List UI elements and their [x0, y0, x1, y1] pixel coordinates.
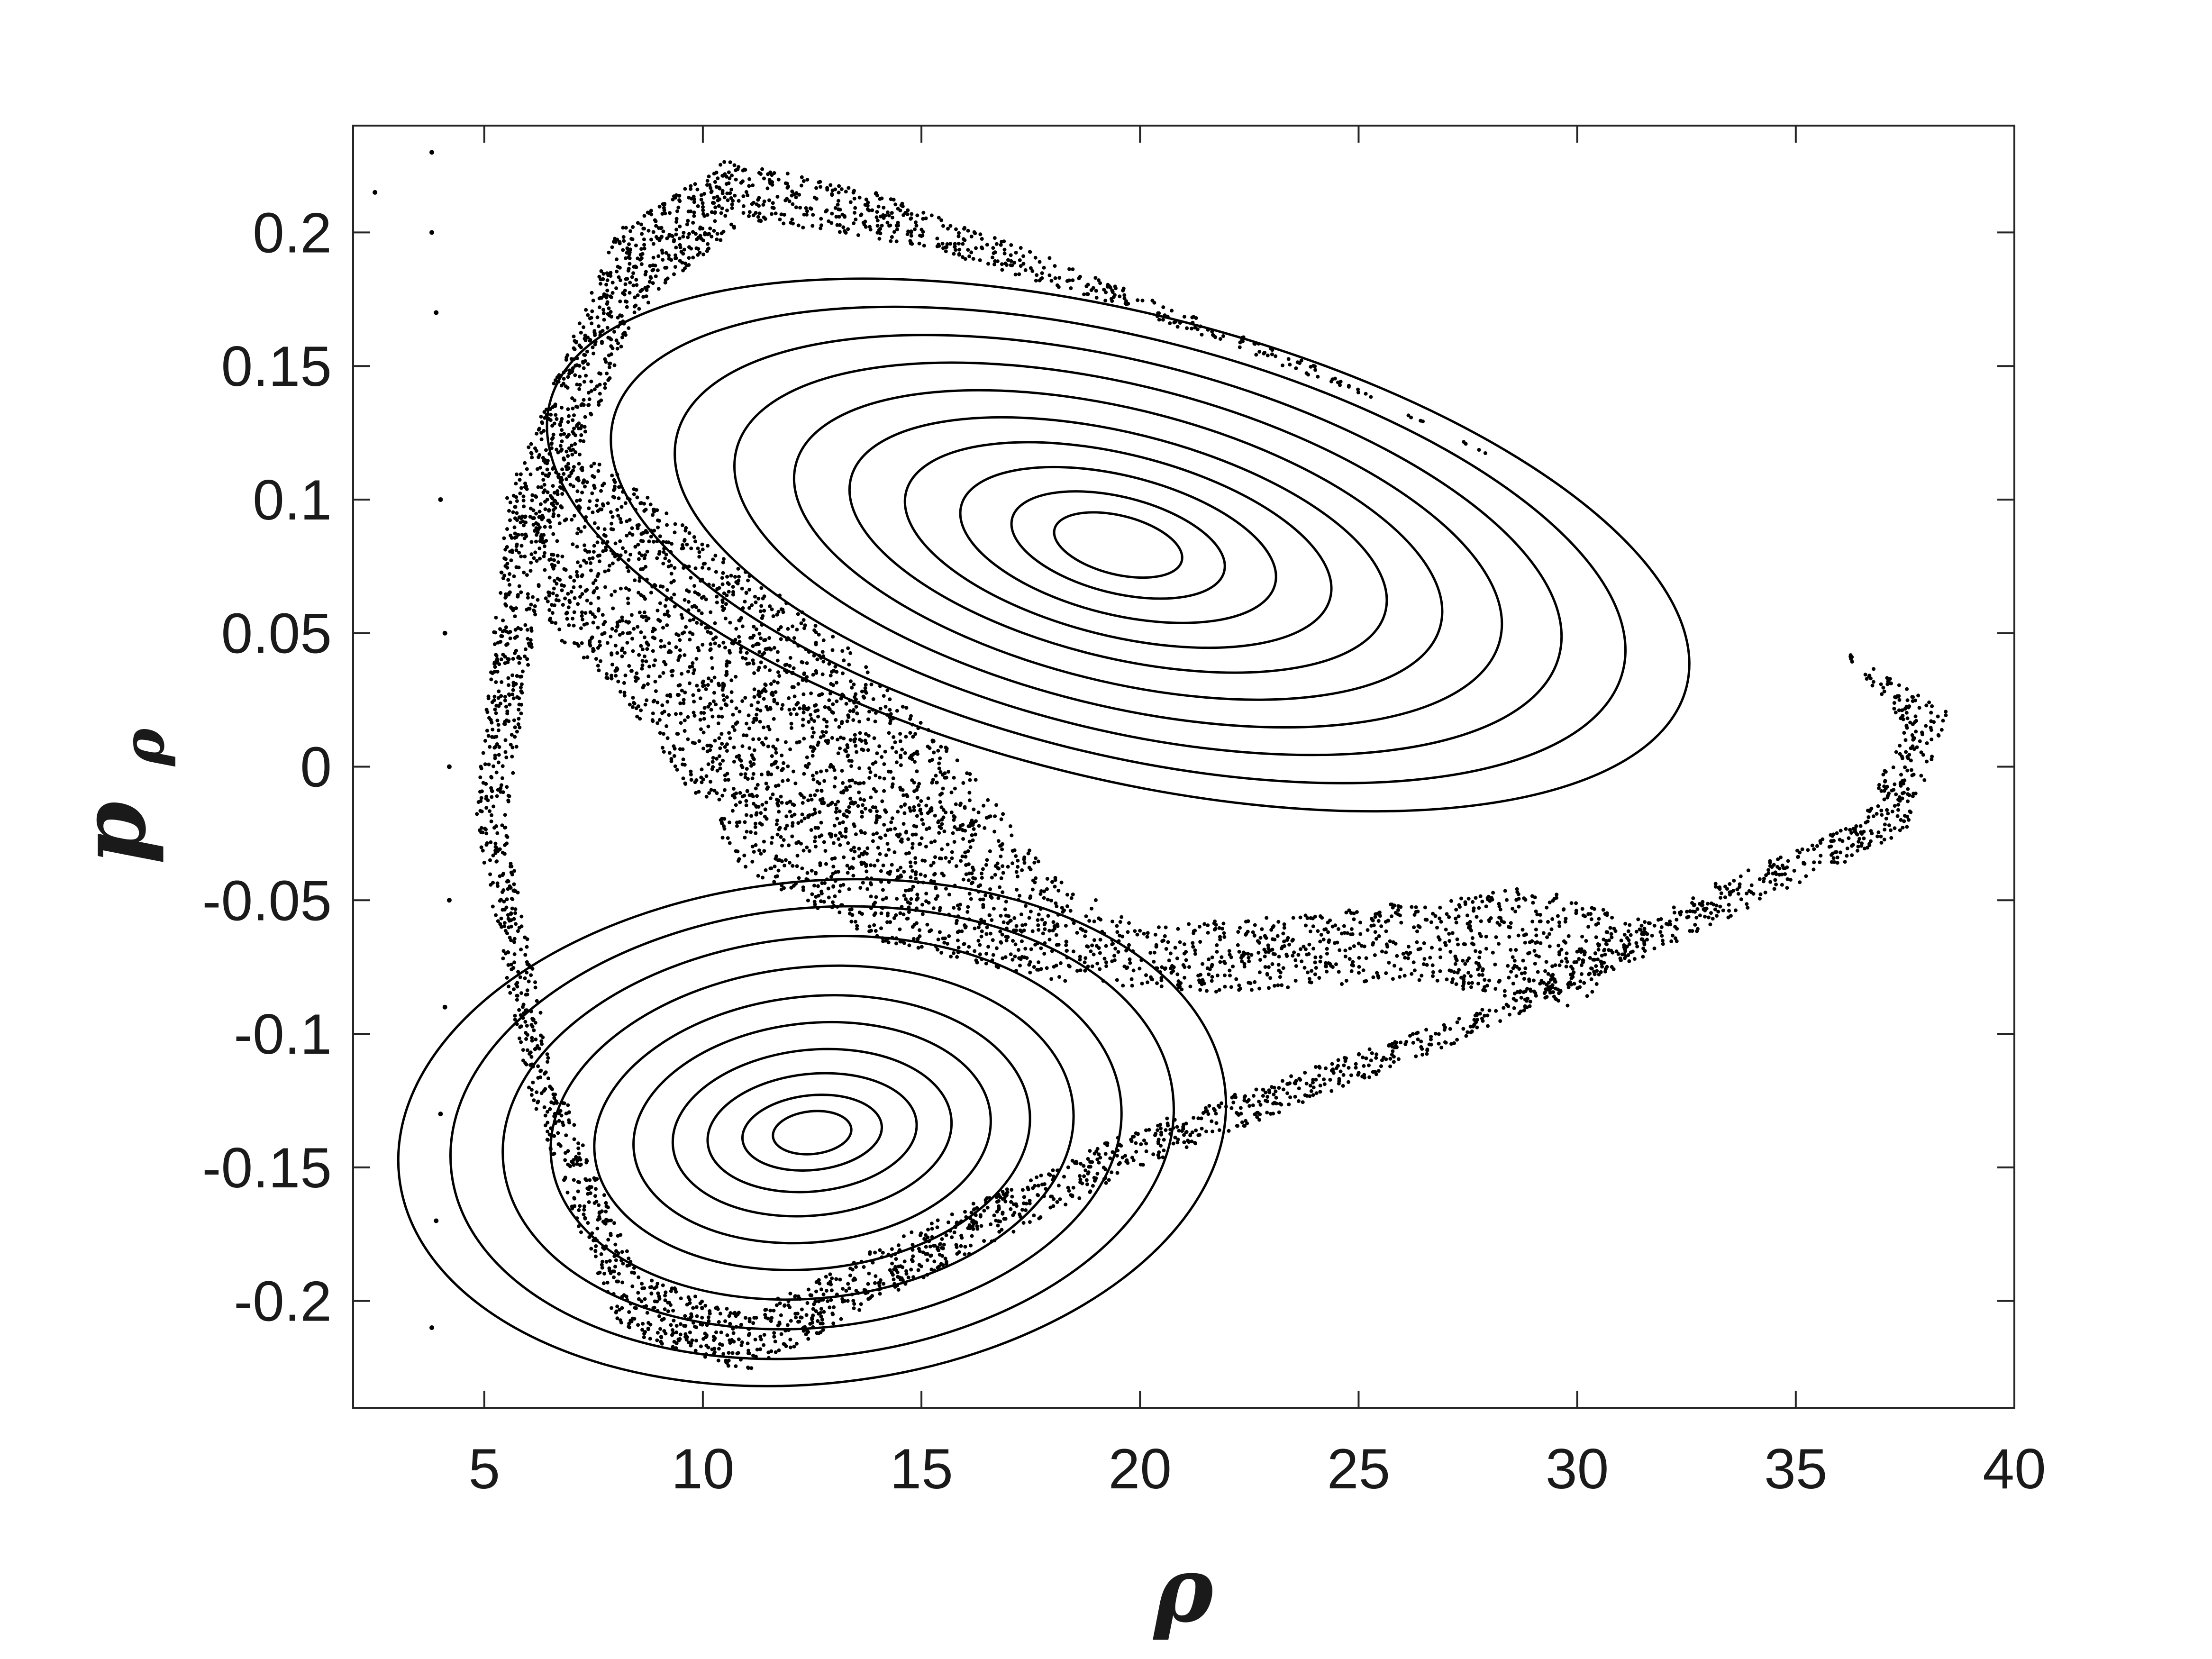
y-axis-title-subscript: ρ: [110, 728, 177, 767]
x-tick-label: 35: [1764, 1437, 1827, 1501]
data-point: [373, 190, 378, 195]
data-point: [442, 630, 447, 636]
y-tick-label: -0.2: [234, 1270, 332, 1333]
orbit-curve: [671, 1048, 953, 1218]
svg-text:p ρ: p ρ: [60, 728, 177, 864]
x-tick-label: 15: [890, 1437, 953, 1501]
y-tick-label: 0.1: [253, 468, 332, 532]
orbit-curve: [674, 334, 1563, 757]
data-point: [429, 150, 435, 155]
x-tick-label: 40: [1983, 1437, 2046, 1501]
y-tick-label: -0.15: [202, 1136, 332, 1200]
chaotic-band-points: [531, 448, 1664, 1008]
data-point: [429, 230, 435, 235]
orbit-curve: [706, 1072, 918, 1194]
data-layer: [373, 150, 1948, 1387]
orbit-curve: [546, 277, 1691, 813]
ticks-layer: 5 10 15 20 25 30 35 40 0.2 0.15 0.1 0.05 0 -0.05 -0.1 -…: [202, 126, 2046, 1501]
data-point: [446, 898, 452, 903]
x-tick-label: 20: [1109, 1437, 1172, 1501]
data-point: [442, 1004, 447, 1010]
x-tick-label: 30: [1546, 1437, 1609, 1501]
orbit-curve: [1053, 511, 1183, 579]
x-tick-label: 25: [1327, 1437, 1390, 1501]
data-point: [446, 764, 452, 769]
data-point: [434, 1218, 439, 1223]
island-1: [397, 878, 1228, 1387]
y-tick-label: 0: [300, 736, 332, 799]
island-0: [546, 277, 1691, 813]
orbit-curve: [959, 465, 1277, 624]
y-tick-label: -0.05: [202, 869, 332, 932]
data-point: [438, 1112, 443, 1117]
orbit-curve: [741, 1094, 883, 1172]
orbit-curve: [1010, 490, 1226, 600]
data-point: [429, 1325, 435, 1330]
orbit-curve: [772, 1110, 853, 1156]
orbit-curve: [792, 389, 1444, 701]
axes-box: [352, 125, 2015, 1409]
x-tick-label: 10: [671, 1437, 734, 1501]
orbit-curve: [848, 416, 1388, 674]
orbit-curve: [593, 994, 1031, 1271]
orbit-curve: [549, 964, 1075, 1301]
orbit-curve: [610, 305, 1627, 784]
y-tick-label: -0.1: [234, 1003, 332, 1066]
y-tick-label: 0.05: [221, 602, 332, 665]
y-axis-title-main: p: [60, 802, 166, 865]
y-axis-title: p ρ: [60, 728, 177, 864]
orbit-curve: [632, 1021, 992, 1245]
orbit-curve: [449, 905, 1175, 1360]
orbit-curve: [397, 878, 1228, 1387]
orbit-curve: [903, 441, 1333, 649]
data-point: [438, 497, 443, 502]
orbit-curve: [733, 361, 1503, 729]
x-axis-title: ρ: [1153, 1537, 1214, 1642]
orbit-curve: [501, 935, 1123, 1331]
y-tick-label: 0.2: [253, 201, 332, 264]
data-point: [434, 310, 439, 315]
y-tick-label: 0.15: [221, 335, 332, 398]
x-tick-label: 5: [468, 1437, 500, 1501]
